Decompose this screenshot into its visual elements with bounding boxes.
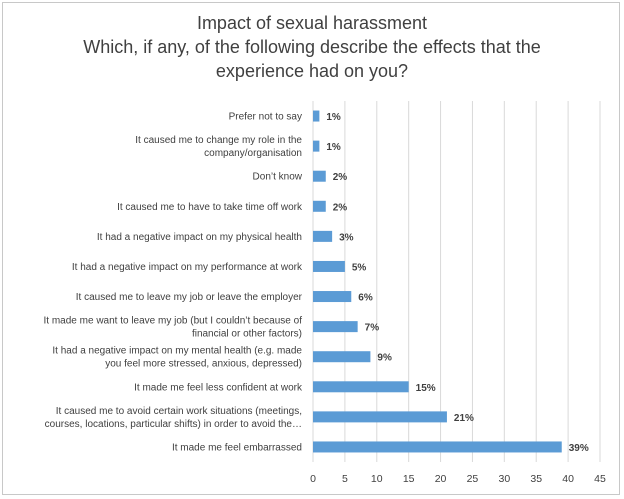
bar: [313, 381, 409, 393]
bar: [313, 230, 333, 242]
bar: [313, 110, 320, 122]
data-label: 1%: [326, 142, 341, 153]
data-label: 7%: [365, 323, 380, 334]
category-label: It caused me to avoid certain work situa…: [45, 406, 302, 430]
x-tick-label: 35: [530, 473, 542, 485]
x-tick-label: 45: [594, 473, 606, 485]
x-tick-label: 20: [435, 473, 447, 485]
x-tick-label: 5: [342, 473, 348, 485]
category-label: It made me feel less confident at work: [134, 382, 303, 393]
bar: [313, 351, 371, 363]
chart-title-line-1: Impact of sexual harassment: [196, 13, 428, 33]
data-label: 5%: [352, 262, 367, 273]
data-labels: 1% 1% 2% 2% 3% 5% 6% 7% 9% 15% 21% 39%: [326, 112, 588, 454]
bar: [313, 200, 326, 212]
bar: [313, 260, 345, 272]
x-tick-label: 15: [403, 473, 415, 485]
category-label: It caused me to have to take time off wo…: [117, 202, 303, 213]
x-tick-label: 0: [310, 473, 316, 485]
category-label: It made me feel embarrassed: [172, 442, 302, 453]
category-label: Don’t know: [253, 172, 303, 183]
category-label: It caused me to leave my job or leave th…: [76, 292, 303, 303]
data-label: 9%: [377, 353, 392, 364]
category-label: It had a negative impact on my physical …: [97, 232, 302, 243]
gridlines: [312, 101, 601, 462]
bar: [313, 291, 352, 303]
bar: [313, 411, 447, 423]
category-label: It made me want to leave my job (but I c…: [44, 316, 303, 340]
category-labels: Prefer not to say It caused me to change …: [44, 112, 303, 454]
bar: [313, 140, 320, 152]
bar: [313, 170, 326, 182]
data-label: 2%: [333, 202, 348, 213]
category-label: It had a negative impact on my mental he…: [52, 346, 302, 370]
x-tick-label: 25: [467, 473, 479, 485]
x-tick-label: 30: [498, 473, 510, 485]
data-label: 21%: [454, 413, 474, 424]
bar: [313, 441, 562, 453]
x-tick-label: 40: [562, 473, 574, 485]
data-label: 15%: [416, 383, 436, 394]
data-label: 1%: [326, 112, 341, 123]
chart-title-line-3: experience had on you?: [215, 61, 409, 81]
category-label: It had a negative impact on my performan…: [72, 262, 303, 273]
chart-frame: Impact of sexual harassment Which, if an…: [2, 2, 620, 495]
data-label: 3%: [339, 232, 354, 243]
chart-title-line-2: Which, if any, of the following describe…: [83, 37, 541, 57]
category-label: Prefer not to say: [229, 112, 302, 123]
x-tick-label: 10: [371, 473, 383, 485]
data-label: 6%: [358, 293, 373, 304]
x-axis-ticks: 0 5 10 15 20 25 30 35 40 45: [310, 473, 606, 485]
bar: [313, 321, 358, 333]
category-label: It caused me to change my role in the com…: [135, 135, 302, 159]
chart-title: Impact of sexual harassment Which, if an…: [3, 11, 621, 83]
data-label: 2%: [333, 172, 348, 183]
data-label: 39%: [569, 443, 589, 454]
bars: [313, 110, 562, 453]
